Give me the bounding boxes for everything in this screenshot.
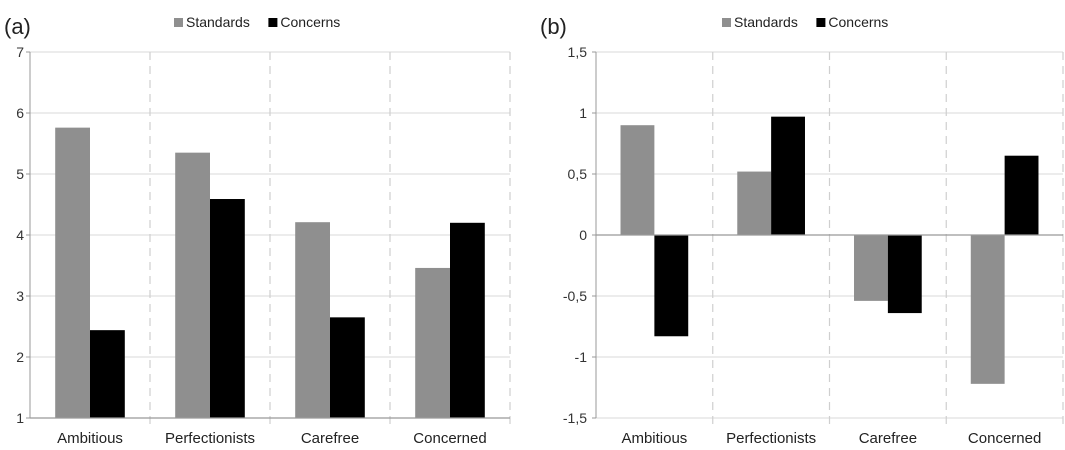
bar-standards-perfectionists (737, 171, 772, 235)
chart-panel-b: (b) -1,5 -1 -0,5 0 0,5 1 1,5 Ambitious Perfection… (540, 14, 1064, 447)
x-category-label: Ambitious (57, 430, 123, 445)
y-tick-label: 1,5 (568, 44, 588, 60)
bar-concerns-perfectionists (210, 199, 245, 418)
y-tick-label: -1 (575, 349, 588, 365)
legend-label-concerns: Concerns (280, 14, 340, 30)
x-category-label: Concerned (968, 430, 1041, 445)
x-category-label: Perfectionists (165, 430, 255, 445)
y-tick-label: -0,5 (563, 288, 587, 304)
y-tick-label: 7 (16, 44, 24, 60)
x-category-label: Perfectionists (726, 430, 816, 445)
x-category-label: Concerned (413, 430, 486, 445)
y-tick-label: 3 (16, 288, 24, 304)
bar-standards-concerned (415, 267, 450, 418)
panel-label: (a) (4, 14, 31, 39)
legend: Standards Concerns (722, 14, 888, 30)
legend-label-standards: Standards (186, 14, 250, 30)
legend-label-concerns: Concerns (828, 14, 888, 30)
legend-label-standards: Standards (734, 14, 798, 30)
y-tick-label: 4 (16, 227, 24, 243)
y-tick-label: 6 (16, 105, 24, 121)
y-tick-label: 1 (16, 410, 24, 426)
y-tick-label: -1,5 (563, 410, 587, 426)
bar-concerns-concerned (1004, 155, 1039, 235)
x-category-label: Ambitious (621, 430, 687, 445)
bar-concerns-ambitious (654, 235, 689, 337)
bar-standards-perfectionists (175, 152, 210, 418)
y-tick-label: 0,5 (568, 166, 588, 182)
bar-standards-carefree (295, 222, 330, 418)
panel-label: (b) (540, 14, 567, 39)
x-category-label: Carefree (859, 430, 917, 445)
bar-concerns-concerned (450, 222, 485, 418)
legend-swatch-concerns (268, 18, 278, 27)
bar-concerns-carefree (330, 317, 365, 418)
chart-panel-a: (a) 1 2 3 4 5 6 7 Ambitious Perfectionists Carefre… (4, 14, 511, 447)
y-tick-label: 5 (16, 166, 24, 182)
legend-swatch-concerns (816, 18, 826, 27)
legend-swatch-standards (174, 18, 183, 27)
legend: Standards Concerns (174, 14, 340, 30)
legend-swatch-standards (722, 18, 731, 27)
y-tick-label: 2 (16, 349, 24, 365)
bar-standards-ambitious (55, 127, 90, 418)
bar-concerns-carefree (887, 235, 922, 314)
bar-standards-concerned (970, 235, 1005, 384)
bar-standards-ambitious (620, 125, 655, 235)
bar-concerns-ambitious (90, 330, 125, 418)
y-tick-label: 1 (579, 105, 587, 121)
x-category-label: Carefree (301, 430, 359, 445)
bar-standards-carefree (854, 235, 888, 301)
y-tick-label: 0 (579, 227, 587, 243)
bar-concerns-perfectionists (771, 116, 805, 235)
